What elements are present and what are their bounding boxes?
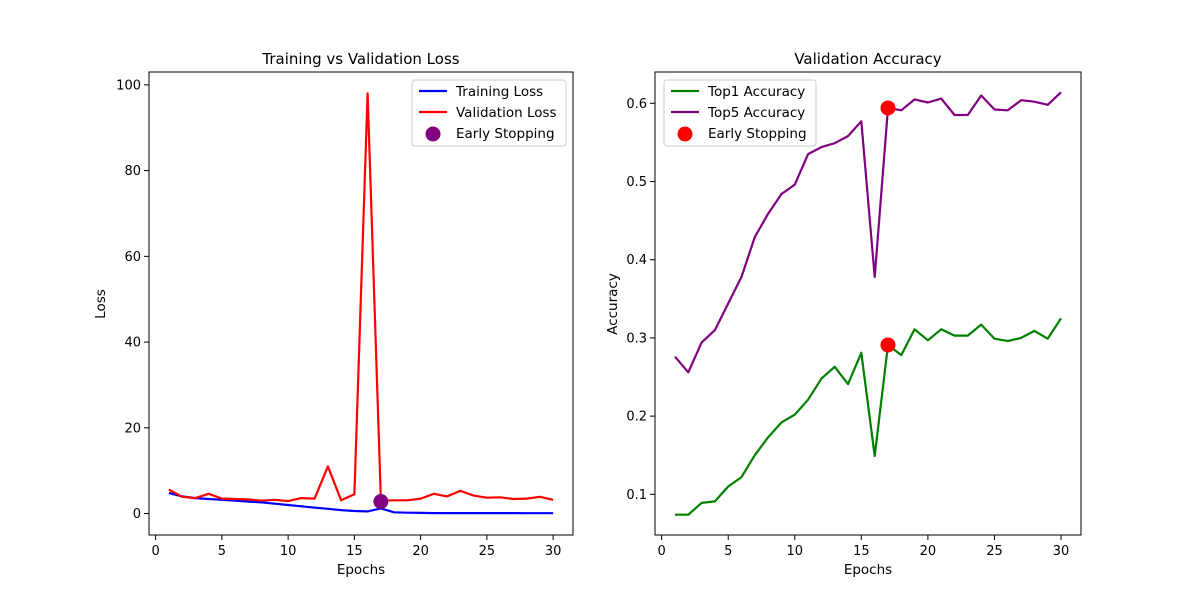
series-line-top1-accuracy <box>675 317 1062 516</box>
y-tick-label: 40 <box>124 336 141 351</box>
y-tick-label: 0.4 <box>626 253 647 268</box>
legend: Top1 Accuracy Top5 Accuracy Early Stopping <box>663 79 817 147</box>
x-tick-label: 15 <box>853 544 870 559</box>
chart-title: Validation Accuracy <box>794 50 941 68</box>
x-tick-label: 30 <box>1053 544 1070 559</box>
y-tick-label: 60 <box>124 250 141 265</box>
y-tick-label: 0.6 <box>626 97 647 112</box>
y-axis-label: Loss <box>93 289 109 319</box>
legend-marker-swatch <box>677 126 693 142</box>
y-axis-label: Accuracy <box>605 273 621 335</box>
series-line-training-loss <box>168 491 554 515</box>
legend-box <box>411 79 567 147</box>
series-line-top5-accuracy <box>674 91 1062 374</box>
x-tick-label: 5 <box>218 544 226 559</box>
x-tick-label: 0 <box>658 544 666 559</box>
accuracy-chart: Validation Accuracy Epochs Accuracy 0 5 10… <box>605 50 1082 578</box>
legend-label: Training Loss <box>455 84 543 100</box>
x-tick-label: 10 <box>787 544 804 559</box>
x-tick-label: 5 <box>724 544 732 559</box>
y-tick-label: 0.3 <box>626 331 647 346</box>
early-stopping-marker <box>373 494 389 510</box>
plot-frame <box>148 71 574 536</box>
y-tick-label: 0.2 <box>626 410 647 425</box>
y-tick-label: 80 <box>124 164 141 179</box>
y-tick-label: 0.5 <box>626 175 647 190</box>
y-tick-label: 0.1 <box>626 488 647 503</box>
early-stopping-marker <box>880 100 896 116</box>
x-axis-label: Epochs <box>337 562 385 578</box>
x-tick-label: 10 <box>280 544 297 559</box>
loss-chart: Training vs Validation Loss Epochs Loss … <box>93 50 574 578</box>
plot-frame <box>654 71 1082 536</box>
series-line-validation-loss <box>168 92 554 503</box>
legend-label: Early Stopping <box>456 126 555 142</box>
early-stopping-marker <box>880 337 896 353</box>
x-tick-label: 20 <box>920 544 937 559</box>
x-axis-label: Epochs <box>844 562 892 578</box>
legend-box <box>663 79 817 147</box>
legend: Training Loss Validation Loss Early Stoppi… <box>411 79 567 147</box>
legend-label: Top5 Accuracy <box>707 105 805 121</box>
legend-label: Top1 Accuracy <box>707 84 805 100</box>
y-tick-label: 20 <box>124 421 141 436</box>
x-tick-label: 0 <box>151 544 159 559</box>
chart-title: Training vs Validation Loss <box>261 50 459 68</box>
x-tick-label: 15 <box>346 544 363 559</box>
x-tick-label: 30 <box>545 544 562 559</box>
x-tick-label: 25 <box>479 544 496 559</box>
legend-marker-swatch <box>425 126 441 142</box>
y-tick-label: 100 <box>116 78 141 93</box>
y-tick-label: 0 <box>133 507 141 522</box>
x-tick-label: 20 <box>412 544 429 559</box>
legend-label: Early Stopping <box>708 126 807 142</box>
x-tick-label: 25 <box>986 544 1003 559</box>
legend-label: Validation Loss <box>456 105 557 121</box>
